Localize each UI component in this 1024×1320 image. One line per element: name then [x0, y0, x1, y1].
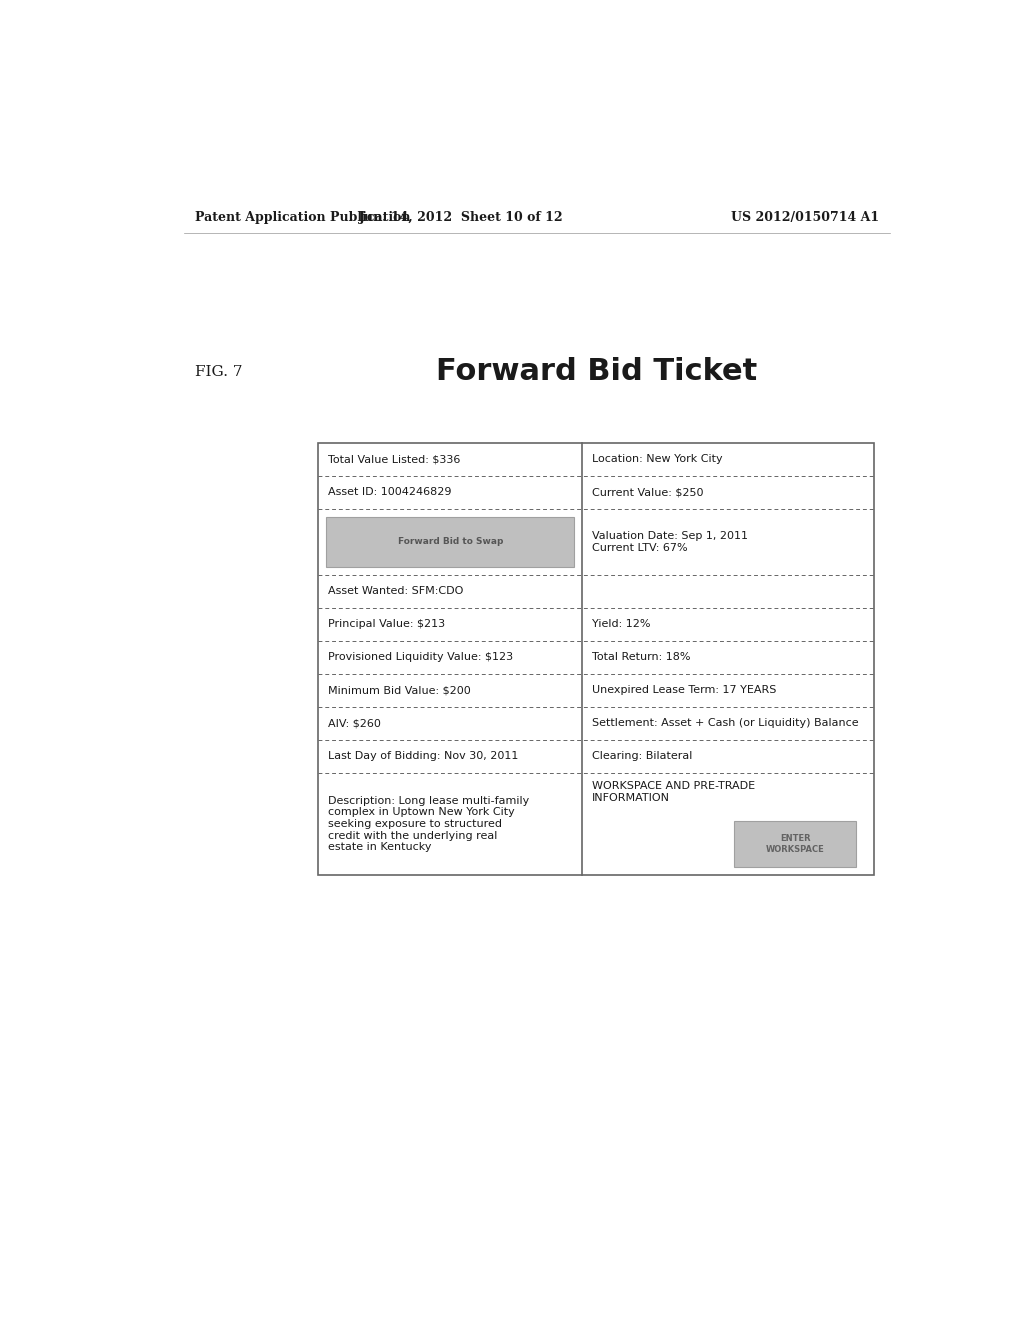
Text: AIV: $260: AIV: $260 — [328, 718, 381, 729]
Text: WORKSPACE AND PRE-TRADE
INFORMATION: WORKSPACE AND PRE-TRADE INFORMATION — [592, 781, 755, 803]
Text: Description: Long lease multi-family
complex in Uptown New York City
seeking exp: Description: Long lease multi-family com… — [328, 796, 529, 853]
Text: Forward Bid Ticket: Forward Bid Ticket — [435, 358, 757, 387]
Bar — [327, 517, 574, 566]
Text: Last Day of Bidding: Nov 30, 2011: Last Day of Bidding: Nov 30, 2011 — [328, 751, 518, 762]
Text: Asset Wanted: SFM:CDO: Asset Wanted: SFM:CDO — [328, 586, 464, 597]
Bar — [318, 444, 873, 875]
Text: Settlement: Asset + Cash (or Liquidity) Balance: Settlement: Asset + Cash (or Liquidity) … — [592, 718, 858, 729]
Text: Patent Application Publication: Patent Application Publication — [196, 211, 411, 224]
Text: Valuation Date: Sep 1, 2011
Current LTV: 67%: Valuation Date: Sep 1, 2011 Current LTV:… — [592, 531, 748, 553]
Text: Yield: 12%: Yield: 12% — [592, 619, 650, 630]
Text: Forward Bid to Swap: Forward Bid to Swap — [397, 537, 503, 546]
Text: ENTER
WORKSPACE: ENTER WORKSPACE — [766, 834, 824, 854]
Text: Provisioned Liquidity Value: $123: Provisioned Liquidity Value: $123 — [328, 652, 513, 663]
Text: Asset ID: 1004246829: Asset ID: 1004246829 — [328, 487, 452, 498]
Bar — [734, 821, 856, 867]
Text: US 2012/0150714 A1: US 2012/0150714 A1 — [731, 211, 880, 224]
Text: Jun. 14, 2012  Sheet 10 of 12: Jun. 14, 2012 Sheet 10 of 12 — [359, 211, 563, 224]
Text: Location: New York City: Location: New York City — [592, 454, 723, 465]
Text: Total Value Listed: $336: Total Value Listed: $336 — [328, 454, 461, 465]
Text: Clearing: Bilateral: Clearing: Bilateral — [592, 751, 692, 762]
Text: FIG. 7: FIG. 7 — [196, 364, 243, 379]
Text: Current Value: $250: Current Value: $250 — [592, 487, 703, 498]
Text: Principal Value: $213: Principal Value: $213 — [328, 619, 445, 630]
Text: Total Return: 18%: Total Return: 18% — [592, 652, 690, 663]
Text: Unexpired Lease Term: 17 YEARS: Unexpired Lease Term: 17 YEARS — [592, 685, 776, 696]
Text: Minimum Bid Value: $200: Minimum Bid Value: $200 — [328, 685, 471, 696]
